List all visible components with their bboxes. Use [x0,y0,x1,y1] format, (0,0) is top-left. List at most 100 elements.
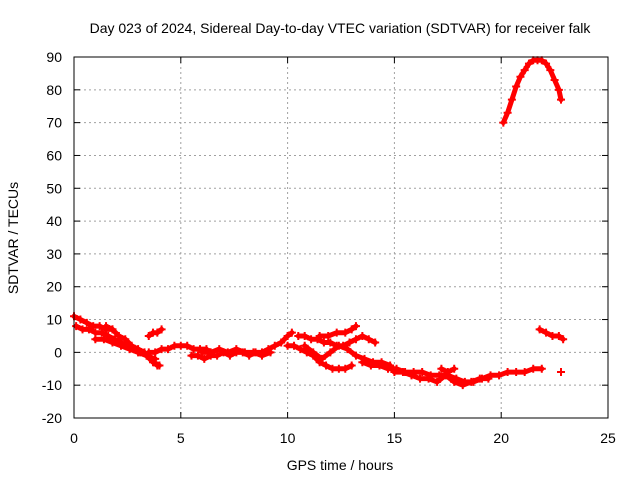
data-point [495,371,504,380]
data-point [351,322,360,331]
data-point [183,341,192,350]
data-point [151,348,160,357]
data-point [458,381,467,390]
data-point [114,331,123,340]
data-point [351,335,360,344]
data-points [70,56,568,390]
data-point [309,348,318,357]
data-point [324,331,333,340]
data-point [99,335,108,344]
grid [74,57,608,418]
data-point [554,331,563,340]
data-point [542,59,551,68]
data-point [215,345,224,354]
data-point [443,368,452,377]
y-axis-label: SDTVAR / TECUs [5,182,21,294]
data-point [358,331,367,340]
data-point [366,361,375,370]
data-point [206,348,215,357]
data-trace [317,323,359,339]
data-point [559,335,568,344]
data-point [375,361,384,370]
data-point [512,82,521,91]
data-point [341,364,350,373]
data-point [343,345,352,354]
y-tick-label: 40 [46,213,62,229]
data-point [358,358,367,367]
data-point [516,72,525,81]
data-point [520,368,529,377]
data-point [315,331,324,340]
data-point [390,368,399,377]
data-point [213,351,222,360]
data-point [108,325,117,334]
data-point [503,368,512,377]
data-point [287,328,296,337]
data-point [407,371,416,380]
y-tick-label: 20 [46,279,62,295]
data-point [97,328,106,337]
y-tick-label: -20 [42,410,62,426]
data-point [257,351,266,360]
data-point [529,364,538,373]
data-point [347,325,356,334]
data-point [127,341,136,350]
data-point [296,345,305,354]
data-point [144,331,153,340]
data-point [475,374,484,383]
data-point [542,328,551,337]
data-point [546,66,555,75]
data-point [550,75,559,84]
data-point [108,338,117,347]
data-point [72,322,81,331]
data-point [277,338,286,347]
data-point [76,315,85,324]
y-tick-label: 50 [46,180,62,196]
data-point [232,345,241,354]
y-tick-label: 70 [46,115,62,131]
data-point [322,361,331,370]
data-point [84,325,93,334]
data-point [557,368,566,377]
data-point [437,364,446,373]
data-point [557,95,566,104]
data-point [416,374,425,383]
data-point [537,56,546,65]
data-point [520,66,529,75]
data-point [300,331,309,340]
data-point [326,338,335,347]
data-point [153,328,162,337]
data-point [334,341,343,350]
data-point [371,338,380,347]
data-point [326,348,335,357]
data-point [450,364,459,373]
data-point [418,368,427,377]
data-point [503,108,512,117]
data-point [116,341,125,350]
y-tick-label: 80 [46,82,62,98]
data-point [121,335,130,344]
data-point [91,335,100,344]
data-point [524,59,533,68]
data-point [193,351,202,360]
data-trace [359,359,545,385]
x-tick-label: 5 [177,430,185,446]
x-tick-label: 20 [493,430,509,446]
data-point [153,361,162,370]
data-point [146,354,155,363]
data-point [398,368,407,377]
data-point [512,368,521,377]
y-tick-label: 90 [46,49,62,65]
data-point [163,345,172,354]
data-point [341,328,350,337]
data-point [266,348,275,357]
y-tick-label: -10 [42,377,62,393]
data-point [450,377,459,386]
data-point [347,361,356,370]
data-point [499,118,508,127]
y-tick-label: 60 [46,147,62,163]
data-point [102,322,111,331]
y-tick-label: 30 [46,246,62,262]
data-point [507,95,516,104]
data-point [364,335,373,344]
